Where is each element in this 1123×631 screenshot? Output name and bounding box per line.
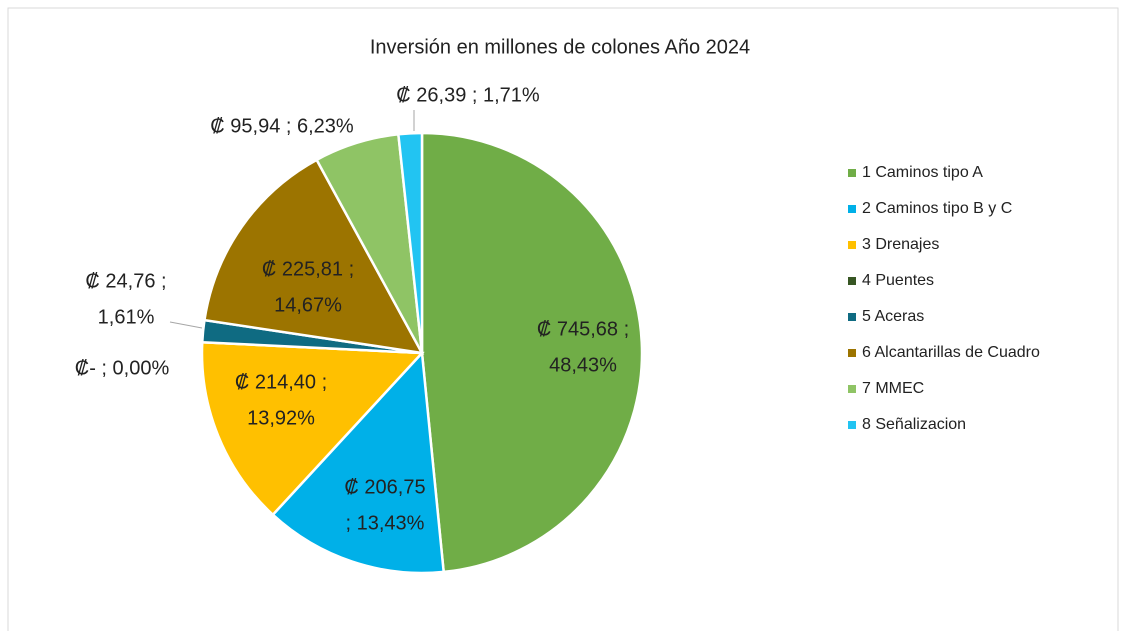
legend-swatch xyxy=(848,313,856,321)
legend-label: 6 Alcantarillas de Cuadro xyxy=(862,344,1040,361)
data-label: ₡- ; 0,00% xyxy=(75,357,170,379)
legend-swatch xyxy=(848,241,856,249)
legend-label: 7 MMEC xyxy=(862,380,924,397)
data-label: ₡ 95,94 ; 6,23% xyxy=(210,115,354,137)
legend-swatch xyxy=(848,349,856,357)
legend-swatch xyxy=(848,169,856,177)
legend-swatch xyxy=(848,277,856,285)
legend-label: 8 Señalizacion xyxy=(862,416,966,433)
legend-label: 2 Caminos tipo B y C xyxy=(862,200,1012,217)
data-label: ₡ 206,75 xyxy=(344,476,425,498)
legend-label: 3 Drenajes xyxy=(862,236,939,253)
data-label: 1,61% xyxy=(98,306,155,328)
data-label: ₡ 225,81 ; xyxy=(262,258,354,280)
legend-swatch xyxy=(848,421,856,429)
legend-swatch xyxy=(848,205,856,213)
legend-label: 5 Aceras xyxy=(862,308,924,325)
data-label: 14,67% xyxy=(274,294,342,316)
data-label: 48,43% xyxy=(549,354,617,376)
pie-slice xyxy=(271,350,446,575)
pie-slice xyxy=(396,131,424,354)
data-label: ₡ 24,76 ; xyxy=(85,270,166,292)
pie-slice xyxy=(420,131,644,574)
data-label: ; 13,43% xyxy=(346,512,425,534)
chart-title: Inversión en millones de colones Año 202… xyxy=(370,36,750,58)
legend-label: 1 Caminos tipo A xyxy=(862,164,983,181)
legend-label: 4 Puentes xyxy=(862,272,934,289)
pie-slice xyxy=(203,158,425,355)
data-label: 13,92% xyxy=(247,407,315,429)
pie-slice xyxy=(200,340,425,517)
data-label: ₡ 745,68 ; xyxy=(537,318,629,340)
leader-line xyxy=(169,321,203,329)
data-label: ₡ 26,39 ; 1,71% xyxy=(396,84,540,106)
data-label: ₡ 214,40 ; xyxy=(235,371,327,393)
legend-swatch xyxy=(848,385,856,393)
